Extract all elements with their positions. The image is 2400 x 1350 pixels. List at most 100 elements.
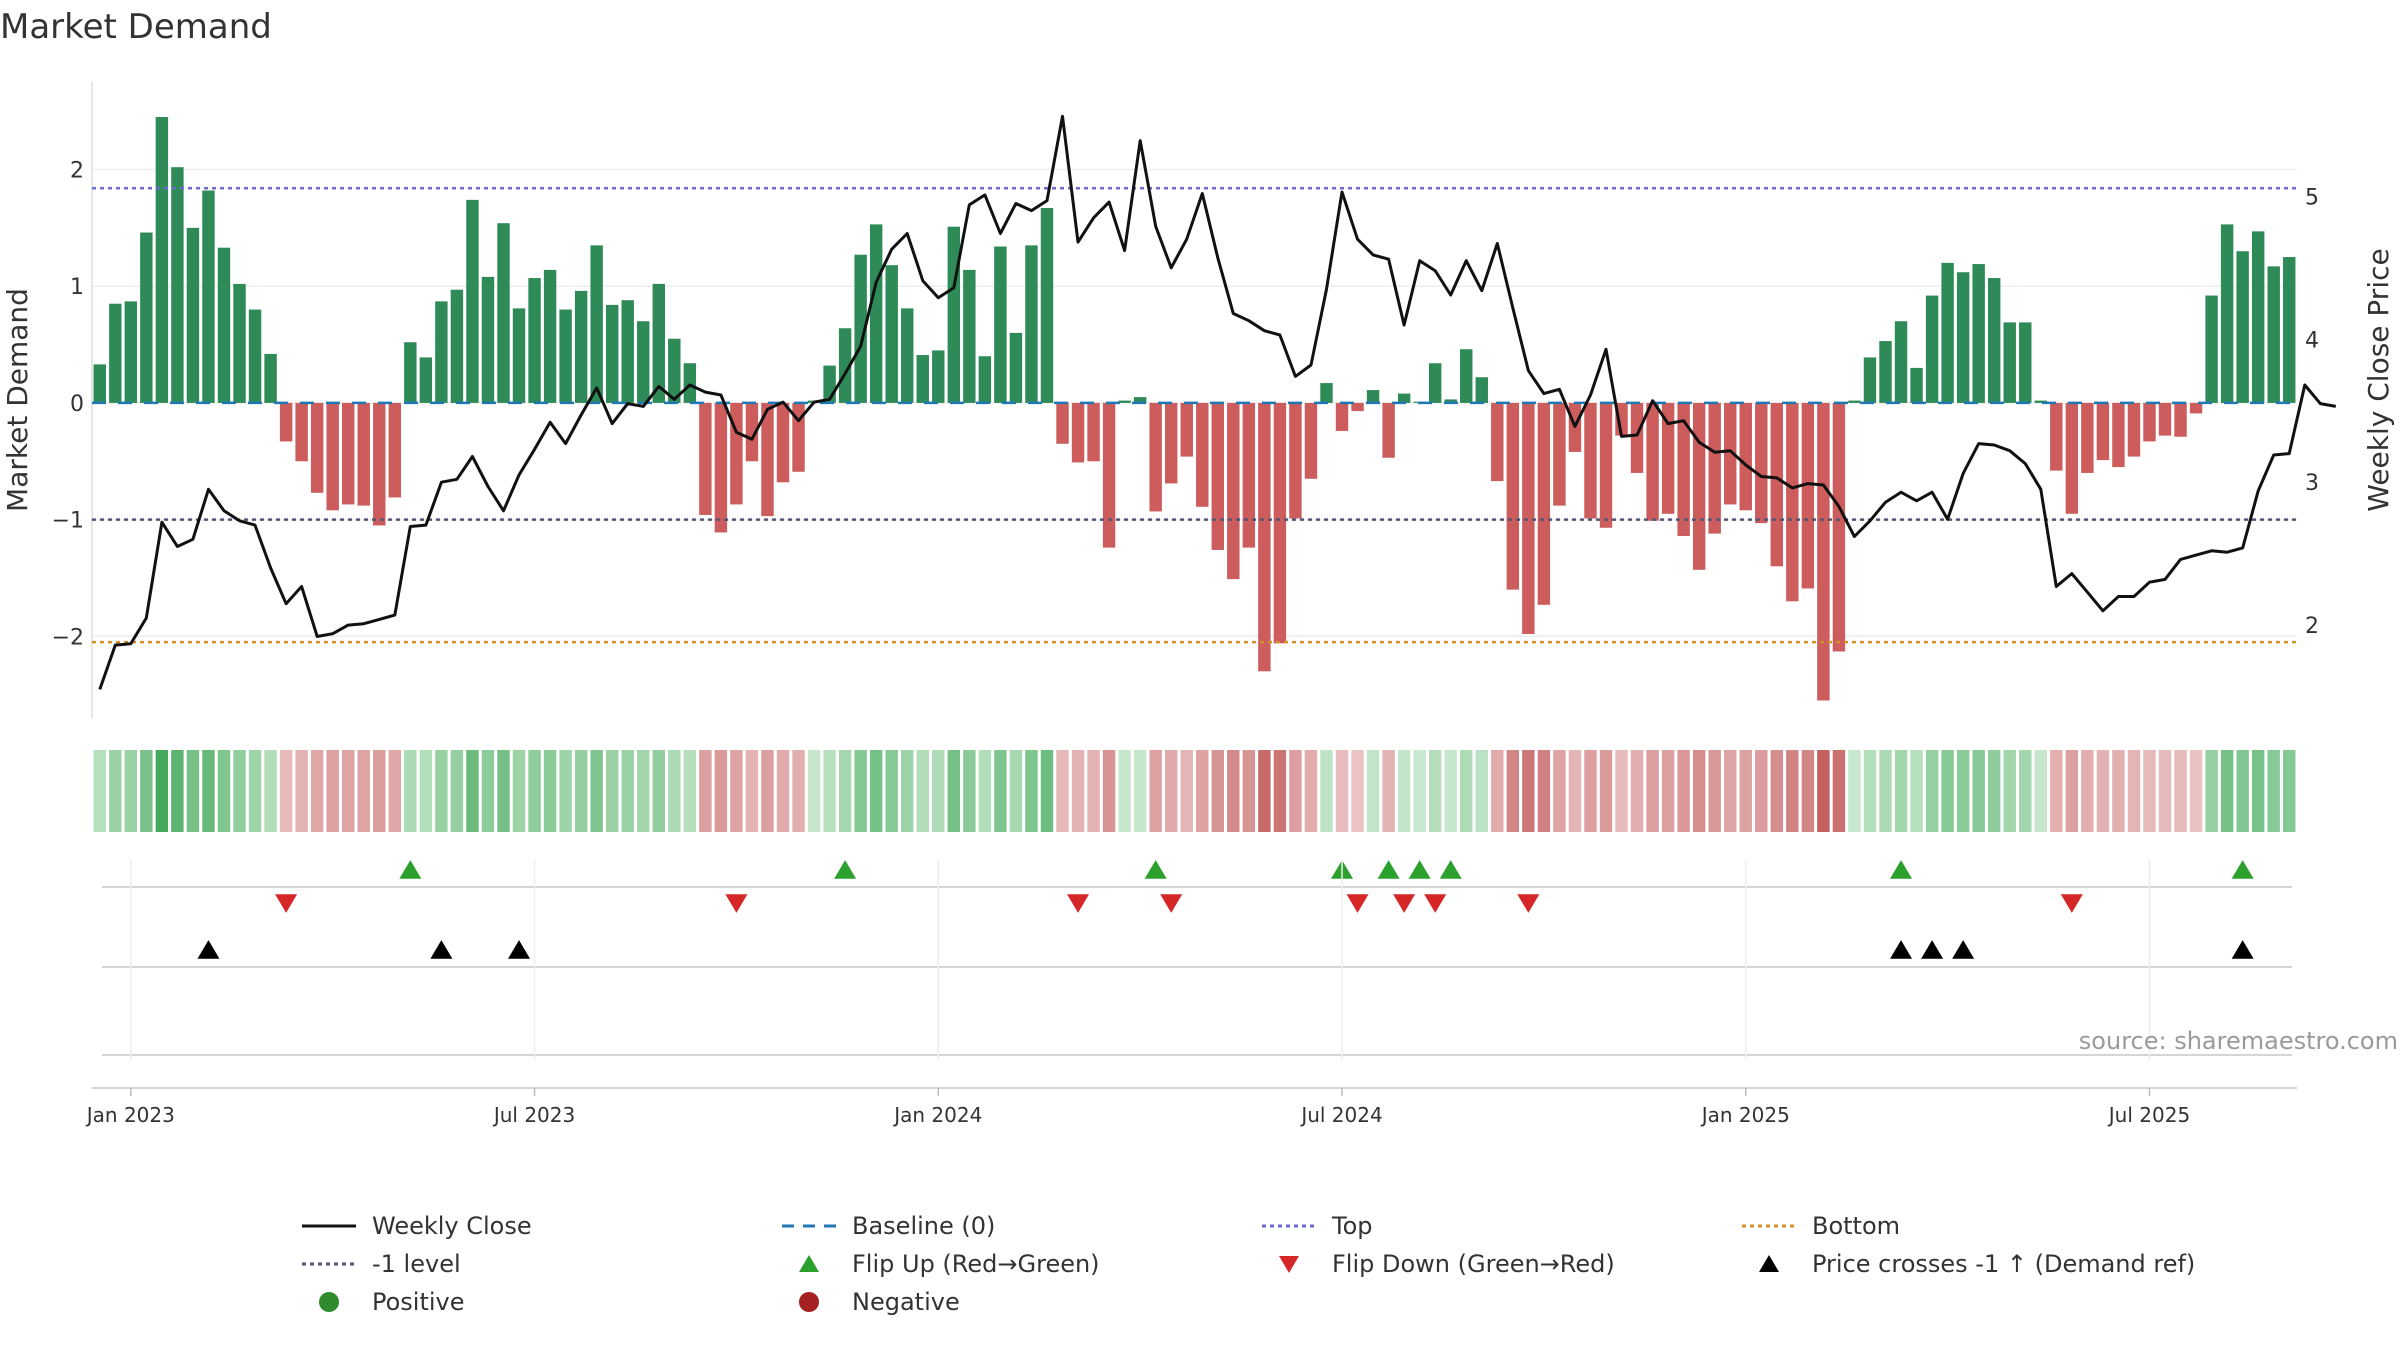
- heat-cell: [450, 750, 464, 832]
- heat-cell: [248, 750, 262, 832]
- demand-bar: [404, 342, 417, 403]
- heat-cell: [1413, 750, 1426, 832]
- price-cross-marker: [2231, 940, 2254, 959]
- price-cross-marker: [1952, 940, 1975, 959]
- heat-cell: [1786, 750, 1799, 832]
- heat-cell: [1724, 750, 1737, 832]
- demand-bar: [1755, 402, 1768, 524]
- demand-bar: [885, 265, 898, 403]
- heat-cell: [621, 750, 634, 832]
- demand-bar: [1553, 402, 1566, 506]
- price-cross-marker: [508, 940, 531, 959]
- legend-swatch-icon: [1742, 1224, 1796, 1228]
- heat-cell: [1615, 750, 1628, 832]
- heat-cell: [388, 750, 402, 832]
- flip-up-marker: [2231, 860, 2254, 879]
- flip-up-marker: [399, 860, 422, 879]
- legend-label: Top: [1332, 1212, 1373, 1240]
- legend-swatch-icon: [1262, 1224, 1316, 1228]
- demand-bar: [2158, 402, 2172, 436]
- heat-cell: [373, 750, 386, 832]
- heat-cell: [978, 750, 992, 832]
- demand-bar: [1956, 272, 1970, 403]
- demand-bar: [1925, 295, 1939, 403]
- legend-label: -1 level: [372, 1250, 461, 1278]
- demand-bar: [326, 402, 339, 511]
- demand-bars: [93, 117, 2296, 701]
- heat-cell: [745, 750, 759, 832]
- legend-item: Flip Up (Red→Green): [780, 1250, 1100, 1278]
- heat-cell: [186, 750, 200, 832]
- demand-bar: [1164, 402, 1178, 484]
- price-cross-marker: [197, 940, 220, 959]
- heat-cell: [2096, 750, 2110, 832]
- heat-cell: [1475, 750, 1488, 832]
- demand-bar: [2034, 400, 2047, 403]
- legend-item: Flip Down (Green→Red): [1260, 1250, 1615, 1278]
- heat-cell: [1149, 750, 1162, 832]
- demand-bar: [1910, 367, 1923, 403]
- demand-bar: [1366, 390, 1380, 403]
- heat-cell: [435, 750, 448, 832]
- heat-cell: [1071, 750, 1085, 832]
- demand-bar: [373, 402, 386, 526]
- legend-label: Bottom: [1812, 1212, 1901, 1240]
- heat-cell: [1273, 750, 1287, 832]
- price-cross-marker: [430, 940, 453, 959]
- legend-label: Price crosses -1 ↑ (Demand ref): [1812, 1250, 2196, 1278]
- heat-cell: [2174, 750, 2187, 832]
- heat-cell: [357, 750, 370, 832]
- flip-up-marker: [1377, 860, 1400, 879]
- demand-bar: [854, 254, 867, 403]
- legend-item: Weekly Close: [300, 1212, 532, 1240]
- legend-item: -1 level: [300, 1250, 461, 1278]
- chart-title: Market Demand: [0, 7, 272, 47]
- demand-bar: [2065, 402, 2079, 514]
- demand-bar: [559, 309, 572, 403]
- legend-label: Positive: [372, 1288, 465, 1316]
- y-tick-label-left: 2: [70, 159, 84, 184]
- demand-bar: [2112, 402, 2125, 468]
- heat-cell: [2112, 750, 2125, 832]
- heat-cell: [1444, 750, 1457, 832]
- demand-bar: [1460, 349, 1473, 403]
- heat-cell: [1304, 750, 1318, 832]
- y-axis-label-right: Weekly Close Price: [2362, 248, 2395, 511]
- price-cross-marker: [1890, 940, 1913, 959]
- demand-bar: [1584, 402, 1597, 519]
- heat-cell: [2143, 750, 2156, 832]
- heat-cell: [1972, 750, 1985, 832]
- demand-bar: [1661, 402, 1675, 514]
- demand-bar: [2251, 231, 2265, 403]
- heat-cell: [326, 750, 339, 832]
- heat-cell: [171, 750, 184, 832]
- legend-swatch-icon: [799, 1255, 819, 1272]
- demand-bar: [543, 269, 557, 403]
- demand-bar: [1258, 402, 1271, 672]
- heat-cell: [140, 750, 153, 832]
- demand-bar: [1817, 402, 1830, 701]
- date-axis: Jan 2023 Jul 2023 Jan 2024 Jul 2024 Jan 2025…: [85, 860, 2297, 1127]
- legend-label: Baseline (0): [852, 1212, 996, 1240]
- y-tick-label-left: −2: [52, 625, 84, 650]
- flip-up-marker: [834, 860, 857, 879]
- demand-bar: [233, 283, 246, 403]
- heat-cell: [1879, 750, 1892, 832]
- heat-cell: [838, 750, 852, 832]
- heat-cell: [1692, 750, 1706, 832]
- demand-bar: [1180, 402, 1193, 457]
- heat-cell: [1910, 750, 1923, 832]
- heat-cell: [466, 750, 479, 832]
- demand-bar: [2267, 266, 2280, 403]
- demand-bar: [1335, 402, 1349, 431]
- heat-cell: [124, 750, 138, 832]
- demand-bar: [217, 247, 231, 403]
- demand-bar: [1894, 321, 1908, 403]
- heat-cell: [1040, 750, 1054, 832]
- heat-cell: [1646, 750, 1659, 832]
- demand-bar: [838, 328, 852, 403]
- demand-bar: [1646, 402, 1659, 521]
- heat-cell: [2251, 750, 2265, 832]
- demand-bar: [1724, 402, 1737, 505]
- demand-bar: [497, 223, 510, 403]
